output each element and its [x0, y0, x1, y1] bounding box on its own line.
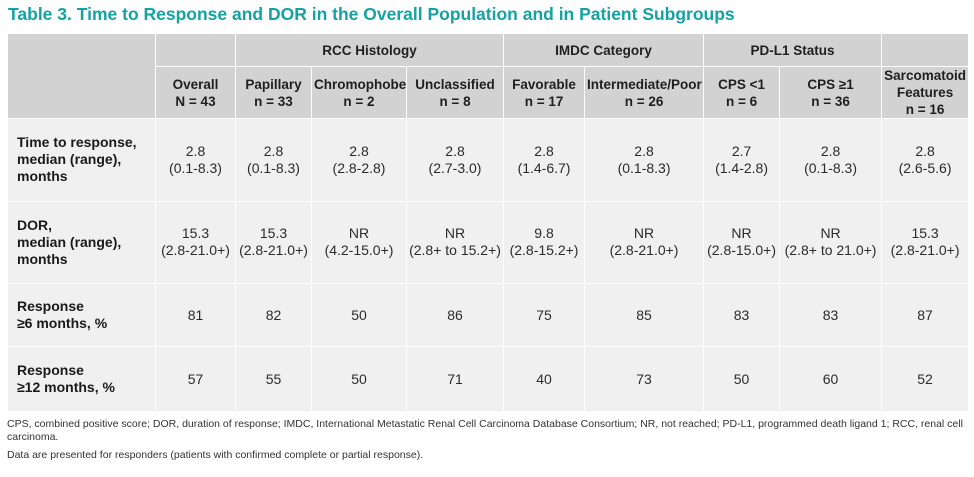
row-label: DOR, median (range), months: [7, 200, 156, 285]
table-cell: 50: [311, 283, 407, 347]
table-cell: 2.8 (2.6-5.6): [881, 118, 970, 202]
table-cell: 73: [584, 346, 705, 412]
table-title: Table 3. Time to Response and DOR in the…: [8, 4, 735, 24]
header-group-rcc: RCC Histology: [234, 33, 505, 67]
header-sarcomatoid-spacer: [881, 33, 970, 67]
header-group-pdl1: PD-L1 Status: [703, 33, 883, 67]
table-cell: 50: [311, 346, 407, 412]
table-cell: 55: [235, 346, 312, 412]
table-cell: NR (2.8+ to 21.0+): [779, 200, 883, 285]
table-cell: 2.8 (0.1-8.3): [584, 118, 705, 202]
table-cell: 82: [235, 283, 312, 347]
results-table: RCC Histology IMDC Category PD-L1 Status…: [7, 33, 970, 412]
table-cell: 81: [155, 283, 236, 347]
table-cell: 15.3 (2.8-21.0+): [235, 200, 312, 285]
table-cell: 83: [779, 283, 883, 347]
table-cell: NR (4.2-15.0+): [311, 200, 407, 285]
table-cell: 87: [881, 283, 970, 347]
table-cell: 2.8 (2.7-3.0): [405, 118, 505, 202]
row-label: Response ≥12 months, %: [7, 346, 156, 412]
table-cell: 15.3 (2.8-21.0+): [881, 200, 970, 285]
table-cell: 2.8 (0.1-8.3): [235, 118, 312, 202]
table-row: Response ≥12 months, % 57 55 50 71 40 73 …: [7, 346, 970, 412]
table-cell: 85: [584, 283, 705, 347]
header-overall-spacer: [155, 33, 236, 67]
table-cell: 2.7 (1.4-2.8): [703, 118, 781, 202]
table-row: DOR, median (range), months 15.3 (2.8-21.0+…: [7, 200, 970, 285]
header-corner: [7, 33, 156, 119]
row-label: Response ≥6 months, %: [7, 283, 156, 347]
row-label: Time to response, median (range), months: [7, 118, 156, 202]
footnote-abbreviations: CPS, combined positive score; DOR, durat…: [7, 418, 963, 443]
table-cell: 52: [881, 346, 970, 412]
table-cell: NR (2.8-21.0+): [584, 200, 705, 285]
table-cell: 75: [503, 283, 586, 347]
column-header: Favorable n = 17: [503, 66, 586, 119]
table-cell: 60: [779, 346, 883, 412]
column-header: Intermediate/Poor n = 26: [584, 66, 705, 119]
column-header: Overall N = 43: [155, 66, 236, 119]
table-cell: NR (2.8+ to 15.2+): [405, 200, 505, 285]
column-header-sarcomatoid: Sarcomatoid Features n = 16: [881, 66, 970, 119]
table-cell: 86: [405, 283, 505, 347]
table-cell: 71: [405, 346, 505, 412]
table-cell: 9.8 (2.8-15.2+): [503, 200, 586, 285]
table-row: Response ≥6 months, % 81 82 50 86 75 85 8…: [7, 283, 970, 347]
table-cell: 2.8 (2.8-2.8): [311, 118, 407, 202]
header-group-imdc: IMDC Category: [503, 33, 705, 67]
column-header: Chromophobe n = 2: [311, 66, 407, 119]
column-header: CPS ≥1 n = 36: [779, 66, 883, 119]
table-cell: NR (2.8-15.0+): [703, 200, 781, 285]
table-cell: 2.8 (1.4-6.7): [503, 118, 586, 202]
column-header: Papillary n = 33: [235, 66, 312, 119]
column-header: CPS <1 n = 6: [703, 66, 781, 119]
footnote-data-note: Data are presented for responders (patie…: [7, 449, 424, 461]
table-cell: 50: [703, 346, 781, 412]
footnotes: CPS, combined positive score; DOR, durat…: [7, 418, 969, 467]
table-cell: 57: [155, 346, 236, 412]
table-cell: 2.8 (0.1-8.3): [779, 118, 883, 202]
table-cell: 15.3 (2.8-21.0+): [155, 200, 236, 285]
column-header: Unclassified n = 8: [405, 66, 505, 119]
table-cell: 83: [703, 283, 781, 347]
table-cell: 2.8 (0.1-8.3): [155, 118, 236, 202]
table-cell: 40: [503, 346, 586, 412]
table-row: Time to response, median (range), months 2…: [7, 118, 970, 202]
